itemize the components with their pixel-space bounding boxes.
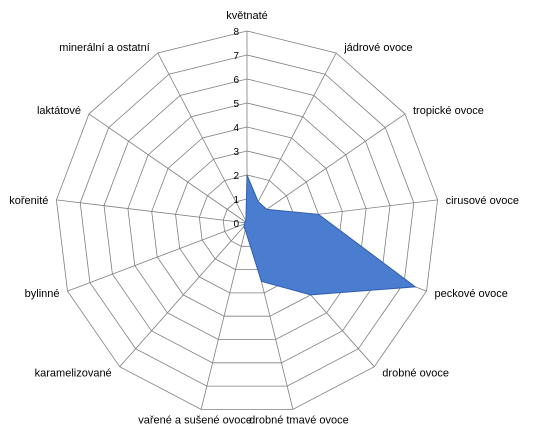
- category-label-12: minerální a ostatní: [59, 42, 150, 54]
- tick-label-6: 6: [233, 75, 239, 86]
- tick-label-1: 1: [233, 195, 239, 206]
- category-label-3: cirusové ovoce: [446, 195, 519, 207]
- category-label-6: drobné tmavé ovoce: [249, 414, 349, 426]
- category-label-11: laktátové: [37, 105, 81, 117]
- category-label-7: vařené a sušené ovoce: [138, 414, 252, 426]
- grid-ring-8: [55, 30, 439, 410]
- grid-ring-5: [127, 102, 367, 340]
- series-area-0: [243, 174, 417, 296]
- tick-label-7: 7: [233, 51, 239, 62]
- category-label-8: karamelizované: [35, 368, 112, 380]
- tick-label-0: 0: [233, 219, 239, 230]
- spoke-11: [88, 113, 248, 224]
- spoke-7: [200, 222, 248, 410]
- radial-tick-labels: 0 1 2 3 4 5 6 7 8: [233, 27, 239, 230]
- category-label-0: květnaté: [226, 10, 268, 22]
- tick-label-4: 4: [233, 123, 239, 134]
- tick-label-3: 3: [233, 147, 239, 158]
- category-labels: květnaté jádrové ovoce tropické ovoce cirus…: [9, 10, 519, 426]
- category-label-9: bylinné: [25, 288, 60, 300]
- spoke-12: [157, 52, 248, 224]
- tick-label-2: 2: [233, 171, 239, 182]
- grid-ring-7: [79, 54, 415, 387]
- category-label-5: drobné ovoce: [382, 368, 449, 380]
- spoke-9: [67, 222, 248, 292]
- spoke-1: [246, 52, 337, 224]
- grid-ring-2: [198, 174, 296, 271]
- grid-ring-6: [103, 78, 391, 364]
- grid-ring-4: [151, 126, 343, 317]
- category-label-1: jádrové ovoce: [343, 42, 413, 54]
- tick-label-5: 5: [233, 99, 239, 110]
- spoke-10: [56, 199, 248, 224]
- category-label-2: tropické ovoce: [413, 105, 484, 117]
- tick-label-8: 8: [233, 27, 239, 38]
- category-label-4: peckové ovoce: [435, 288, 508, 300]
- spoke-2: [246, 113, 406, 224]
- radar-series: [243, 174, 417, 296]
- grid-ring-3: [175, 150, 319, 294]
- category-label-10: kořenité: [9, 195, 48, 207]
- spoke-8: [119, 222, 248, 367]
